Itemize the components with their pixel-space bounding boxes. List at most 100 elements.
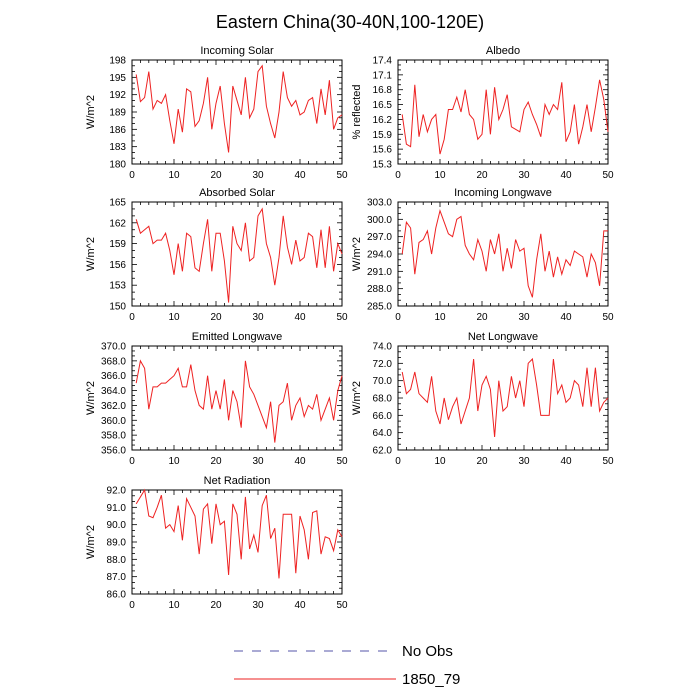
- legend-label-1850-79: 1850_79: [402, 671, 460, 688]
- x-tick-label-absorbed-solar: 20: [210, 312, 222, 323]
- y-tick-label-emitted-longwave: 370.0: [101, 342, 126, 353]
- y-tick-label-net-radiation: 89.0: [107, 538, 127, 549]
- y-tick-label-incoming-longwave: 291.0: [367, 267, 392, 278]
- panel-emitted-longwave: Emitted Longwave W/m^2 0 10 20 30 40 50 356.0 358…: [85, 331, 348, 467]
- x-tick-label-incoming-longwave: 0: [395, 312, 401, 323]
- y-tick-label-net-longwave: 64.0: [373, 428, 393, 439]
- panel-title-incoming-longwave: Incoming Longwave: [454, 187, 552, 199]
- x-tick-label-absorbed-solar: 50: [336, 312, 348, 323]
- x-tick-label-incoming-longwave: 10: [434, 312, 446, 323]
- x-tick-label-incoming-solar: 10: [168, 170, 180, 181]
- y-tick-label-absorbed-solar: 159: [109, 239, 126, 250]
- y-tick-label-incoming-solar: 198: [109, 56, 126, 67]
- panel-title-albedo: Albedo: [486, 45, 520, 57]
- y-axis-label-net-radiation: W/m^2: [85, 525, 97, 559]
- x-tick-label-emitted-longwave: 50: [336, 456, 348, 467]
- y-tick-label-net-radiation: 92.0: [107, 486, 127, 497]
- plot-frame-net-radiation: [131, 489, 343, 595]
- y-tick-label-incoming-longwave: 297.0: [367, 232, 392, 243]
- x-tick-label-albedo: 10: [434, 170, 446, 181]
- x-tick-label-incoming-longwave: 30: [518, 312, 530, 323]
- x-tick-label-net-longwave: 40: [560, 456, 572, 467]
- y-tick-label-net-radiation: 90.0: [107, 520, 127, 531]
- y-tick-label-net-radiation: 91.0: [107, 503, 127, 514]
- x-tick-label-net-radiation: 0: [129, 600, 135, 611]
- y-tick-label-absorbed-solar: 162: [109, 218, 126, 229]
- x-tick-label-absorbed-solar: 0: [129, 312, 135, 323]
- x-tick-label-albedo: 20: [476, 170, 488, 181]
- panel-incoming-solar: Incoming Solar W/m^2 0 10 20 30 40 50 180 183 186 1…: [85, 45, 348, 181]
- y-tick-label-albedo: 15.3: [373, 160, 393, 171]
- plot-frame-absorbed-solar: [131, 201, 343, 307]
- y-axis-label-net-longwave: W/m^2: [351, 381, 363, 415]
- panel-title-incoming-solar: Incoming Solar: [200, 45, 274, 57]
- y-tick-label-net-radiation: 88.0: [107, 555, 127, 566]
- x-tick-label-absorbed-solar: 30: [252, 312, 264, 323]
- x-tick-label-incoming-longwave: 50: [602, 312, 614, 323]
- y-tick-label-emitted-longwave: 360.0: [101, 416, 126, 427]
- y-tick-label-net-longwave: 66.0: [373, 411, 393, 422]
- panel-net-radiation: Net Radiation W/m^2 0 10 20 30 40 50 86.0 87.0 88.…: [85, 475, 348, 611]
- y-tick-label-net-longwave: 70.0: [373, 376, 393, 387]
- x-tick-label-net-radiation: 20: [210, 600, 222, 611]
- x-tick-label-net-radiation: 50: [336, 600, 348, 611]
- y-tick-label-emitted-longwave: 362.0: [101, 401, 126, 412]
- y-tick-label-albedo: 16.2: [373, 115, 393, 126]
- y-tick-label-emitted-longwave: 366.0: [101, 371, 126, 382]
- y-tick-label-net-longwave: 68.0: [373, 394, 393, 405]
- x-tick-label-emitted-longwave: 20: [210, 456, 222, 467]
- y-tick-label-incoming-solar: 186: [109, 125, 126, 136]
- y-tick-label-absorbed-solar: 153: [109, 281, 126, 292]
- legend-label-no-obs: No Obs: [402, 643, 453, 660]
- y-tick-label-incoming-longwave: 300.0: [367, 215, 392, 226]
- panel-title-emitted-longwave: Emitted Longwave: [192, 331, 283, 343]
- x-tick-label-albedo: 0: [395, 170, 401, 181]
- y-tick-label-incoming-solar: 180: [109, 160, 126, 171]
- series-line-net-longwave-1850-79: [401, 357, 609, 438]
- x-tick-label-net-longwave: 20: [476, 456, 488, 467]
- panel-albedo: Albedo % reflected 0 10 20 30 40 50 15.3 15.6 15.9…: [351, 45, 614, 181]
- plot-frame-emitted-longwave: [131, 345, 343, 451]
- y-tick-label-net-radiation: 86.0: [107, 590, 127, 601]
- y-tick-label-emitted-longwave: 368.0: [101, 356, 126, 367]
- y-tick-label-incoming-longwave: 285.0: [367, 302, 392, 313]
- y-axis-label-emitted-longwave: W/m^2: [85, 381, 97, 415]
- y-tick-label-incoming-longwave: 288.0: [367, 284, 392, 295]
- plot-frame-incoming-longwave: [397, 201, 609, 307]
- x-tick-label-incoming-solar: 40: [294, 170, 306, 181]
- y-tick-label-incoming-longwave: 294.0: [367, 250, 392, 261]
- y-tick-label-emitted-longwave: 358.0: [101, 431, 126, 442]
- series-line-emitted-longwave-1850-79: [135, 359, 343, 443]
- x-tick-label-emitted-longwave: 40: [294, 456, 306, 467]
- y-tick-label-emitted-longwave: 364.0: [101, 386, 126, 397]
- panel-incoming-longwave: Incoming Longwave W/m^2 0 10 20 30 40 50 285.0 28…: [351, 187, 614, 323]
- series-line-net-radiation-1850-79: [135, 488, 343, 579]
- y-tick-label-absorbed-solar: 165: [109, 198, 126, 209]
- x-tick-label-net-radiation: 40: [294, 600, 306, 611]
- x-tick-label-incoming-solar: 0: [129, 170, 135, 181]
- x-tick-label-net-longwave: 10: [434, 456, 446, 467]
- x-tick-label-net-radiation: 10: [168, 600, 180, 611]
- x-tick-label-albedo: 50: [602, 170, 614, 181]
- series-line-albedo-1850-79: [401, 79, 609, 155]
- y-tick-label-incoming-solar: 183: [109, 142, 126, 153]
- y-tick-label-incoming-longwave: 303.0: [367, 198, 392, 209]
- panel-title-net-longwave: Net Longwave: [468, 331, 538, 343]
- y-tick-label-albedo: 16.5: [373, 100, 393, 111]
- y-tick-label-albedo: 17.1: [373, 70, 393, 81]
- plot-frame-incoming-solar: [131, 59, 343, 165]
- y-tick-label-emitted-longwave: 356.0: [101, 446, 126, 457]
- x-tick-label-incoming-solar: 30: [252, 170, 264, 181]
- x-tick-label-albedo: 30: [518, 170, 530, 181]
- x-tick-label-incoming-longwave: 40: [560, 312, 572, 323]
- x-tick-label-incoming-solar: 50: [336, 170, 348, 181]
- x-tick-label-emitted-longwave: 10: [168, 456, 180, 467]
- x-tick-label-absorbed-solar: 40: [294, 312, 306, 323]
- figure-title: Eastern China(30-40N,100-120E): [216, 12, 484, 32]
- y-axis-label-incoming-longwave: W/m^2: [351, 237, 363, 271]
- y-tick-label-net-longwave: 72.0: [373, 359, 393, 370]
- y-axis-label-absorbed-solar: W/m^2: [85, 237, 97, 271]
- x-tick-label-net-longwave: 50: [602, 456, 614, 467]
- y-axis-label-incoming-solar: W/m^2: [85, 95, 97, 129]
